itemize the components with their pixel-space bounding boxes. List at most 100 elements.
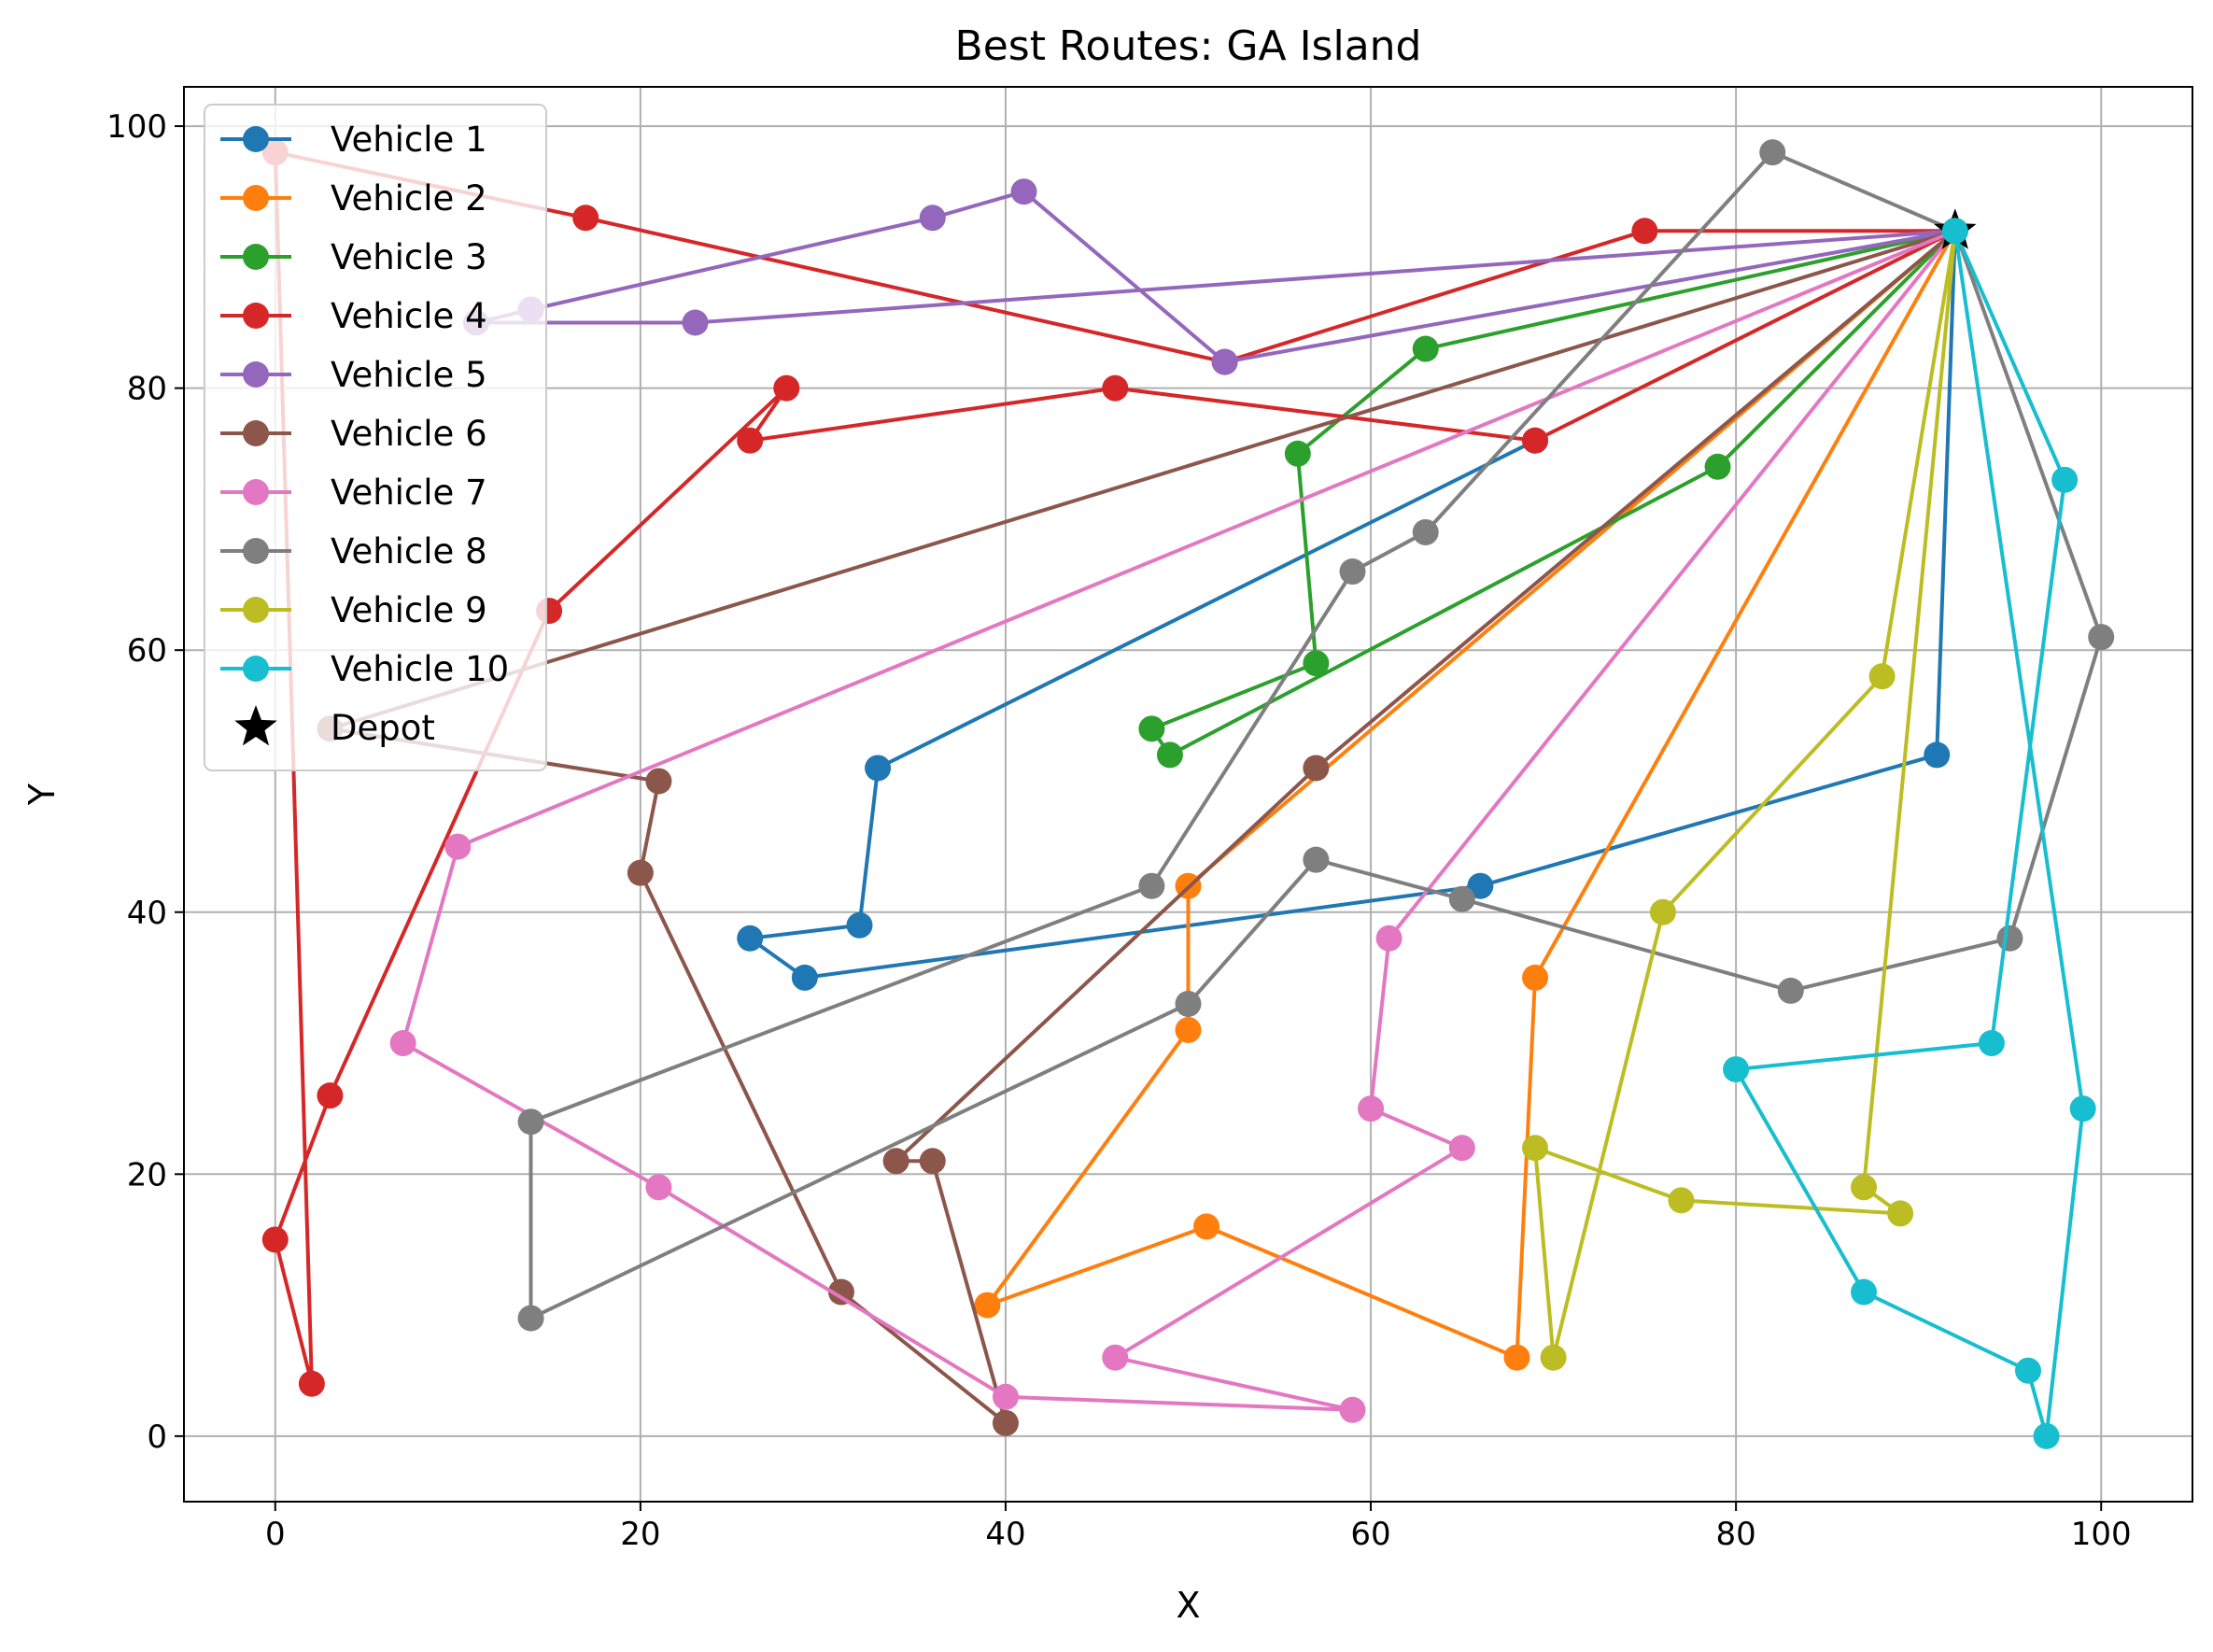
route-point — [1777, 977, 1804, 1004]
route-point — [2015, 1357, 2042, 1384]
legend-item: Vehicle 3 — [220, 237, 487, 277]
depot-overlay-point — [1941, 218, 1968, 245]
legend-marker — [243, 126, 269, 152]
legend-label: Vehicle 8 — [331, 531, 487, 572]
route-point — [1138, 715, 1165, 742]
series-vehicle-9 — [1522, 218, 1968, 1371]
route-point — [1522, 964, 1549, 991]
legend-marker — [243, 538, 269, 564]
x-tick-label: 0 — [265, 1516, 286, 1553]
route-point — [737, 427, 764, 454]
route-point — [517, 1108, 544, 1136]
route-point — [2088, 624, 2115, 651]
route-point — [1540, 1344, 1567, 1371]
route-point — [1193, 1213, 1220, 1240]
legend-marker — [243, 479, 269, 505]
route-point — [317, 1082, 344, 1109]
legend-marker — [243, 303, 269, 329]
route-point — [773, 374, 800, 402]
y-axis-label: Y — [21, 783, 63, 806]
x-tick-label: 40 — [985, 1516, 1025, 1553]
route-line — [273, 150, 1956, 1386]
route-point — [1668, 1187, 1695, 1214]
legend-item: Vehicle 4 — [220, 296, 487, 336]
route-point — [1887, 1200, 1914, 1227]
route-point — [992, 1383, 1019, 1410]
series-vehicle-7 — [389, 218, 1968, 1423]
legend-marker — [243, 244, 269, 270]
route-line — [985, 229, 1957, 1360]
route-line — [473, 190, 1956, 364]
route-point — [1303, 650, 1330, 677]
route-line — [1149, 229, 1957, 757]
route-point — [1284, 440, 1311, 467]
route-point — [1996, 925, 2023, 952]
legend-item: Vehicle 9 — [220, 590, 487, 630]
series-vehicle-6 — [317, 218, 1968, 1436]
legend-marker — [243, 420, 269, 446]
legend: Vehicle 1 Vehicle 2 Vehicle 3 Vehicle 4 Vehi… — [204, 104, 547, 771]
route-point — [737, 925, 764, 952]
route-point — [1704, 453, 1731, 480]
route-point — [1102, 374, 1129, 402]
route-line — [401, 229, 1957, 1412]
route-point — [1723, 1056, 1750, 1083]
route-line — [748, 231, 1957, 980]
chart-title: Best Routes: GA Island — [955, 22, 1422, 70]
route-point — [645, 1174, 672, 1201]
route-point — [572, 205, 599, 232]
y-tick-label: 60 — [127, 632, 167, 670]
route-point — [1339, 558, 1366, 586]
x-axis-label: X — [1176, 1585, 1200, 1626]
route-point — [882, 1148, 909, 1175]
legend-label: Depot — [331, 708, 435, 748]
route-point — [1522, 1135, 1549, 1162]
route-point — [1924, 741, 1951, 769]
route-point — [919, 205, 946, 232]
x-tick-label: 100 — [2071, 1516, 2132, 1553]
route-point — [1303, 846, 1330, 873]
y-tick-label: 40 — [127, 895, 167, 932]
route-point — [1102, 1344, 1129, 1371]
route-point — [1649, 898, 1676, 925]
legend-label: Vehicle 9 — [331, 590, 487, 630]
legend-item: Vehicle 1 — [220, 120, 487, 160]
legend-item: Vehicle 5 — [220, 355, 487, 395]
route-point — [1211, 348, 1238, 375]
route-point — [791, 964, 818, 991]
series-layer — [261, 139, 2115, 1449]
route-point — [627, 859, 654, 886]
legend-marker — [243, 361, 269, 388]
route-point — [1412, 335, 1439, 362]
route-point — [1412, 518, 1439, 545]
route-point — [1522, 427, 1549, 454]
route-point — [1868, 663, 1896, 690]
legend-item: Vehicle 8 — [220, 531, 487, 572]
legend-item: Vehicle 10 — [220, 649, 509, 689]
route-point — [1138, 872, 1165, 899]
route-line — [1734, 230, 2085, 1438]
y-tick-label: 80 — [127, 371, 167, 408]
route-point — [2033, 1422, 2060, 1449]
y-tick-label: 0 — [147, 1419, 167, 1456]
route-point — [2069, 1095, 2096, 1123]
route-point — [992, 1409, 1019, 1436]
route-line — [1533, 230, 1957, 1360]
route-point — [444, 833, 472, 860]
route-point — [1851, 1278, 1878, 1306]
route-point — [1303, 755, 1330, 782]
route-point — [2051, 466, 2079, 493]
route-point — [1978, 1030, 2005, 1057]
series-vehicle-1 — [737, 218, 1968, 991]
depot-layer — [1934, 208, 1977, 249]
route-point — [974, 1292, 1001, 1319]
route-point — [827, 1278, 854, 1306]
route-line — [529, 150, 2104, 1320]
route-point — [298, 1370, 325, 1397]
route-point — [1339, 1396, 1366, 1423]
route-point — [645, 768, 672, 795]
legend-label: Vehicle 6 — [331, 414, 487, 454]
route-point — [1448, 1135, 1475, 1162]
